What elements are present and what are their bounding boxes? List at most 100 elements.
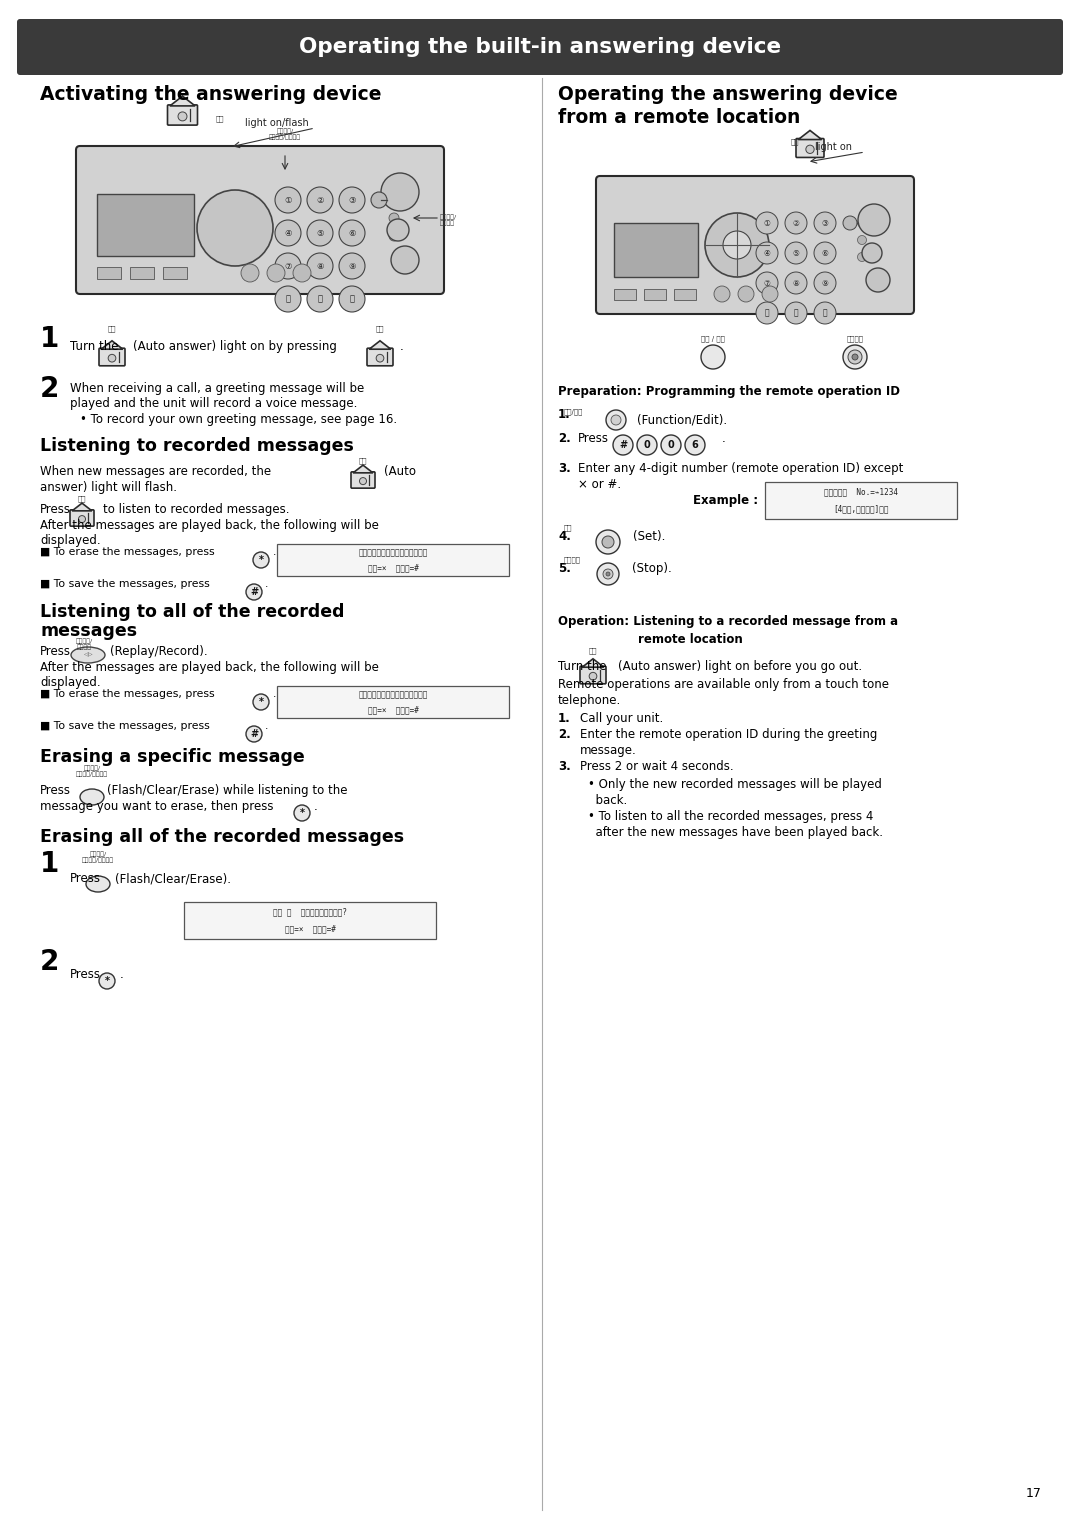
Circle shape (852, 354, 858, 361)
Text: ⑥: ⑥ (348, 229, 355, 237)
Circle shape (606, 571, 610, 576)
Text: 2: 2 (40, 947, 59, 976)
Text: Press: Press (578, 432, 609, 445)
Text: ハイ=×  イイエ=#: ハイ=× イイエ=# (284, 924, 336, 934)
Text: ＊: ＊ (285, 295, 291, 304)
FancyBboxPatch shape (674, 289, 696, 299)
Text: 留守: 留守 (376, 325, 384, 332)
Text: 2.: 2. (558, 432, 570, 445)
Text: 留守: 留守 (78, 495, 86, 501)
Text: サイセイシタヨウケンショウキヨ: サイセイシタヨウケンショウキヨ (359, 691, 428, 698)
Text: スル=×  シナイ=#: スル=× シナイ=# (367, 704, 418, 714)
Text: When receiving a call, a greeting message will be
played and the unit will recor: When receiving a call, a greeting messag… (70, 382, 364, 410)
Text: Operating the built-in answering device: Operating the built-in answering device (299, 37, 781, 57)
Text: 留守: 留守 (589, 646, 597, 654)
Text: Erasing all of the recorded messages: Erasing all of the recorded messages (40, 828, 404, 847)
Circle shape (275, 186, 301, 212)
Text: .: . (265, 721, 268, 730)
Text: 聞き直し/
通話録音: 聞き直し/ 通話録音 (440, 214, 457, 226)
Circle shape (246, 584, 262, 601)
Circle shape (376, 354, 383, 362)
Polygon shape (798, 130, 822, 139)
Circle shape (267, 264, 285, 283)
Circle shape (756, 241, 778, 264)
FancyBboxPatch shape (276, 544, 509, 576)
Circle shape (756, 212, 778, 234)
Circle shape (79, 515, 85, 523)
Text: message.: message. (580, 744, 637, 756)
Text: 4.: 4. (558, 530, 571, 542)
Circle shape (843, 215, 858, 231)
Text: 2.: 2. (558, 727, 570, 741)
Text: message you want to erase, then press: message you want to erase, then press (40, 801, 273, 813)
FancyBboxPatch shape (70, 510, 94, 526)
Circle shape (339, 254, 365, 280)
Circle shape (246, 726, 262, 743)
Text: 1.: 1. (558, 408, 570, 422)
Text: 17: 17 (1026, 1487, 1042, 1500)
Text: Turn the: Turn the (70, 341, 119, 353)
Text: • Only the new recorded messages will be played: • Only the new recorded messages will be… (588, 778, 882, 792)
Circle shape (756, 303, 778, 324)
FancyBboxPatch shape (17, 18, 1063, 75)
Text: .: . (120, 969, 124, 981)
FancyBboxPatch shape (765, 481, 957, 520)
Circle shape (387, 219, 409, 241)
Circle shape (339, 220, 365, 246)
Text: from a remote location: from a remote location (558, 108, 800, 127)
Circle shape (723, 231, 751, 260)
Text: ⓪: ⓪ (794, 309, 798, 318)
Text: ＃: ＃ (823, 309, 827, 318)
FancyBboxPatch shape (99, 348, 125, 365)
Text: Activating the answering device: Activating the answering device (40, 86, 381, 104)
Circle shape (253, 552, 269, 568)
Circle shape (307, 220, 333, 246)
Circle shape (785, 272, 807, 293)
Text: ⑤: ⑤ (316, 229, 324, 237)
FancyBboxPatch shape (615, 223, 698, 277)
Text: キャッチ/
クリアー/用件消去: キャッチ/ クリアー/用件消去 (82, 851, 114, 863)
Text: (Stop).: (Stop). (632, 562, 672, 575)
Text: answer) light will flash.: answer) light will flash. (40, 481, 177, 494)
Ellipse shape (71, 646, 105, 663)
Text: #: # (619, 440, 627, 451)
Text: (Auto answer) light on before you go out.: (Auto answer) light on before you go out… (618, 660, 862, 672)
Circle shape (814, 272, 836, 293)
Text: (Replay/Record).: (Replay/Record). (110, 645, 207, 659)
Text: Operation: Listening to a recorded message from a: Operation: Listening to a recorded messa… (558, 614, 899, 628)
Circle shape (294, 805, 310, 821)
FancyBboxPatch shape (351, 472, 375, 487)
FancyBboxPatch shape (76, 147, 444, 293)
Text: 3.: 3. (558, 461, 570, 475)
Circle shape (602, 536, 615, 549)
Polygon shape (369, 341, 391, 350)
FancyBboxPatch shape (580, 666, 606, 685)
Text: Example :: Example : (693, 494, 758, 507)
Text: 聞き直し/
通話録音: 聞き直し/ 通話録音 (76, 639, 93, 649)
Text: (Function/Edit).: (Function/Edit). (637, 413, 727, 426)
Circle shape (389, 212, 399, 223)
Circle shape (858, 219, 866, 228)
Text: ①: ① (764, 219, 770, 228)
Text: light on: light on (815, 142, 852, 151)
Circle shape (858, 205, 890, 235)
Text: ⓪: ⓪ (318, 295, 323, 304)
Circle shape (275, 220, 301, 246)
Polygon shape (353, 465, 373, 472)
Circle shape (613, 435, 633, 455)
Text: Operating the answering device: Operating the answering device (558, 86, 897, 104)
Circle shape (843, 345, 867, 368)
Ellipse shape (86, 876, 110, 892)
Circle shape (814, 303, 836, 324)
Circle shape (360, 478, 366, 484)
Text: × or #.: × or #. (578, 478, 621, 490)
Circle shape (372, 193, 387, 208)
Text: Press 2 or wait 4 seconds.: Press 2 or wait 4 seconds. (580, 759, 733, 773)
Text: キャッチ/
クリアー/用件消去: キャッチ/ クリアー/用件消去 (269, 128, 301, 141)
Text: Remote operations are available only from a touch tone: Remote operations are available only fro… (558, 678, 889, 691)
Text: 0: 0 (667, 440, 674, 451)
Text: ■ To save the messages, press: ■ To save the messages, press (40, 579, 210, 588)
Text: Enter any 4-digit number (remote operation ID) except: Enter any 4-digit number (remote operati… (578, 461, 903, 475)
Circle shape (389, 231, 399, 241)
Text: ◁▷: ◁▷ (83, 652, 93, 657)
